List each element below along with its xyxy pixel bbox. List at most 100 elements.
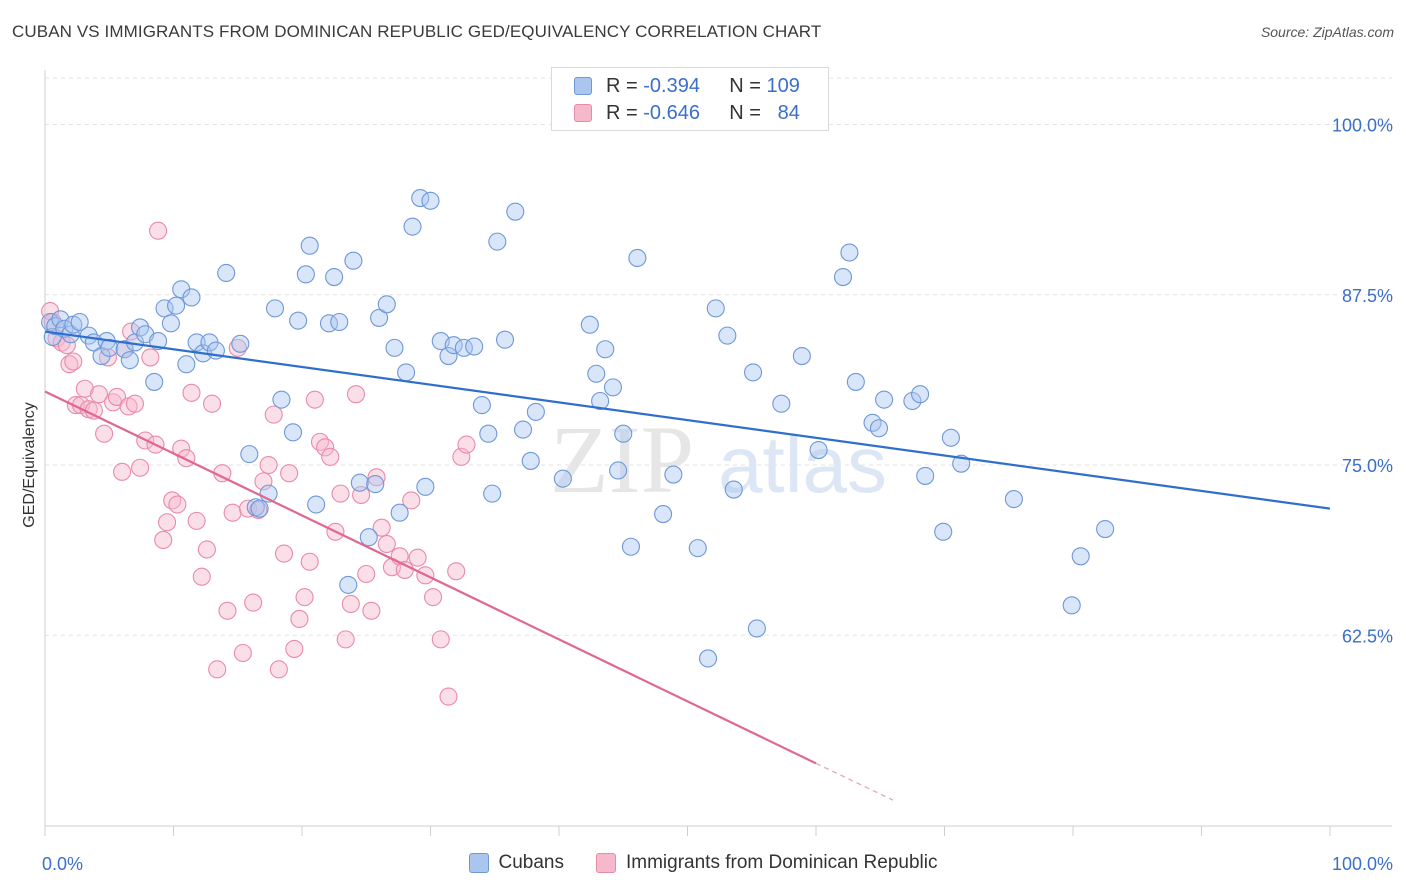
dominican-point — [336, 630, 355, 649]
legend-swatch-cubans — [574, 77, 592, 95]
dominican-point — [75, 379, 94, 398]
dominican-point — [259, 455, 278, 475]
dominican-point — [64, 352, 83, 371]
cuban-point — [840, 243, 859, 262]
cuban-point — [596, 340, 615, 359]
cuban-point — [439, 347, 458, 366]
dominican-point — [357, 564, 376, 584]
legend-r-value: -0.646 — [643, 101, 700, 124]
x-tick-label: 100.0% — [1332, 854, 1393, 874]
cuban-point — [182, 288, 201, 307]
cuban-point — [444, 336, 463, 355]
cuban-point — [1062, 596, 1081, 615]
cuban-point — [370, 308, 389, 327]
dominican-point — [295, 588, 314, 607]
cuban-point — [231, 334, 250, 353]
cuban-point — [177, 355, 196, 374]
cuban-point — [115, 340, 134, 359]
cuban-point — [718, 326, 737, 345]
cuban-point — [289, 311, 308, 330]
legend-row-dominican: R = -0.646 N = 84 — [574, 100, 800, 126]
cuban-point — [488, 232, 507, 251]
cuban-point — [296, 265, 315, 284]
dominican-point — [168, 495, 187, 514]
legend-r-value: -0.394 — [643, 74, 700, 97]
legend-r-label: R = — [606, 101, 638, 124]
cuban-point — [145, 372, 164, 391]
cuban-point — [149, 332, 168, 351]
cuban-point — [513, 420, 533, 439]
dominican-point — [98, 348, 118, 367]
cuban-point — [903, 391, 922, 411]
dominican-trend-line — [44, 390, 817, 765]
dominican-point — [89, 385, 109, 404]
x-tick-label: 0.0% — [42, 854, 83, 874]
cuban-point — [609, 461, 628, 480]
dominican-point — [197, 540, 216, 559]
legend-r-label: R = — [606, 74, 638, 97]
cuban-point — [833, 267, 853, 287]
dominican-point — [457, 435, 476, 454]
dominican-point — [285, 639, 304, 658]
source-label: Source: ZipAtlas.com — [1260, 24, 1394, 40]
cuban-point — [724, 480, 743, 499]
axis-ticks — [44, 826, 1331, 836]
dominican-point — [141, 348, 160, 367]
cuban-point — [911, 385, 930, 404]
cuban-point — [628, 248, 647, 268]
cuban-point — [506, 202, 525, 221]
cuban-point — [385, 338, 404, 357]
dominican-point — [402, 491, 421, 510]
series-legend-label-cubans: Cubans — [498, 852, 565, 873]
cuban-point — [283, 423, 303, 442]
dominican-point — [84, 401, 103, 420]
cuban-point — [339, 575, 358, 594]
cuban-point — [1004, 490, 1023, 509]
cuban-point — [526, 402, 545, 421]
dominican-point — [346, 385, 366, 404]
cuban-point — [495, 330, 515, 349]
cuban-point — [250, 499, 269, 518]
dominican-point — [208, 660, 227, 679]
dominican-point — [218, 601, 237, 620]
cuban-point — [472, 396, 491, 415]
dominican-point — [223, 503, 242, 522]
cuban-point — [699, 649, 718, 668]
cuban-point — [934, 522, 953, 541]
cuban-point — [688, 539, 707, 558]
dominican-point — [316, 438, 335, 457]
cuban-point — [325, 267, 344, 287]
dominican-point — [431, 630, 450, 649]
cuban-point — [344, 251, 363, 270]
dominican-point — [321, 447, 340, 466]
legend-n-value: 109 — [766, 74, 800, 97]
cuban-point — [916, 466, 935, 485]
dominican-point — [372, 518, 391, 537]
dominican-point — [305, 390, 324, 409]
cuban-point — [161, 314, 180, 333]
dominican-point — [269, 660, 288, 679]
watermark-zip: ZIP — [550, 406, 694, 513]
dominican-point — [244, 593, 263, 612]
grid-lines — [45, 77, 1392, 636]
cuban-point — [187, 333, 206, 352]
cuban-point — [366, 475, 385, 494]
dominican-point — [95, 424, 114, 443]
dominican-point — [280, 464, 299, 483]
dominican-point — [362, 601, 381, 620]
series-legend-dominican: Immigrants from Dominican Republic — [596, 852, 938, 874]
dominican-point — [264, 405, 283, 424]
dominican-point — [203, 394, 222, 413]
cuban-point — [553, 469, 572, 488]
dominican-point — [158, 513, 177, 532]
cuban-point — [240, 445, 259, 464]
dominican-point — [113, 462, 132, 481]
y-tick-label: 87.5% — [1342, 286, 1393, 306]
series-legend-swatch-dominican — [596, 853, 616, 873]
cuban-point — [580, 315, 599, 334]
cuban-point — [846, 372, 865, 391]
trend-lines — [44, 330, 1331, 801]
cuban-point — [743, 363, 763, 382]
cuban-point — [603, 378, 623, 397]
